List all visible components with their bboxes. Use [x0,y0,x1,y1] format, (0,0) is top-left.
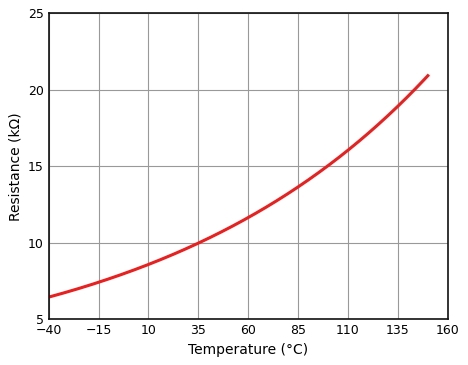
Y-axis label: Resistance (kΩ): Resistance (kΩ) [8,112,22,220]
X-axis label: Temperature (°C): Temperature (°C) [188,343,308,357]
